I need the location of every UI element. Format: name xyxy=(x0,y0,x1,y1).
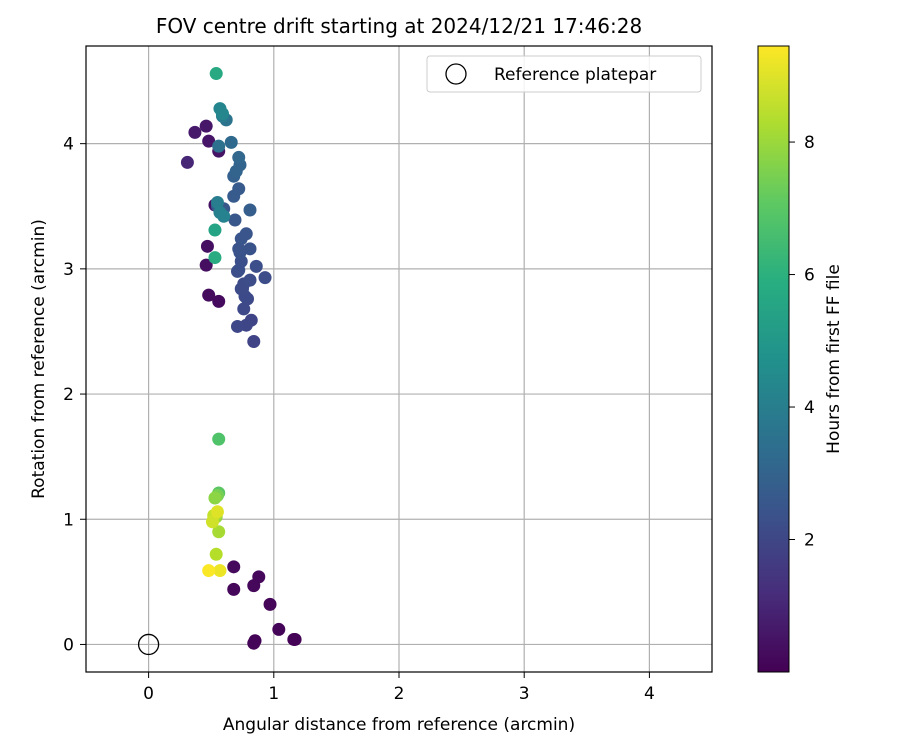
scatter-point xyxy=(212,525,226,539)
scatter-point xyxy=(212,294,226,308)
scatter-point xyxy=(210,196,224,209)
scatter-point xyxy=(212,139,226,153)
scatter-point xyxy=(210,505,224,519)
y-tick-label: 1 xyxy=(63,510,74,530)
scatter-point xyxy=(239,227,253,241)
scatter-point xyxy=(247,636,261,650)
scatter-point xyxy=(202,134,216,148)
grid xyxy=(86,46,712,672)
legend: Reference platepar xyxy=(426,55,702,93)
colorbar-tick-label: 2 xyxy=(804,531,815,551)
y-tick-label: 2 xyxy=(63,385,74,405)
scatter-point xyxy=(232,182,246,196)
reference-platepar-marker xyxy=(137,633,160,656)
scatter-point xyxy=(258,271,272,285)
scatter-point xyxy=(200,239,214,253)
scatter-point xyxy=(217,209,231,223)
scatter-point xyxy=(247,334,261,348)
colorbar-ticks: 2 4 6 8 xyxy=(789,133,815,551)
scatter-point xyxy=(199,258,213,272)
scatter-point xyxy=(287,632,301,646)
scatter-point xyxy=(237,302,251,316)
chart-title: FOV centre drift starting at 2024/12/21 … xyxy=(156,14,642,38)
scatter-point xyxy=(272,622,286,636)
scatter-point xyxy=(209,547,223,561)
colorbar-label: Hours from first FF file xyxy=(824,264,844,454)
legend-label-reference: Reference platepar xyxy=(494,65,656,85)
scatter-point xyxy=(227,560,241,574)
colorbar-tick-label: 6 xyxy=(804,266,815,286)
colorbar: 2 4 6 8 Hours from first FF file xyxy=(757,45,844,673)
scatter-point xyxy=(227,582,241,596)
scatter-point xyxy=(180,155,194,169)
scatter-point xyxy=(209,67,223,81)
colorbar-gradient xyxy=(757,45,790,673)
scatter-point xyxy=(249,259,263,273)
scatter-point xyxy=(230,319,244,333)
scatter-point xyxy=(228,213,242,227)
scatter-point xyxy=(208,223,222,237)
x-axis-label: Angular distance from reference (arcmin) xyxy=(223,715,575,735)
x-tick-label: 3 xyxy=(519,684,530,704)
scatter-point xyxy=(243,203,257,217)
scatter-point xyxy=(202,288,216,302)
scatter-point xyxy=(243,273,257,287)
scatter-point xyxy=(215,107,229,121)
y-axis-label: Rotation from reference (arcmin) xyxy=(29,219,49,499)
colorbar-tick-label: 4 xyxy=(804,398,815,418)
scatter-point xyxy=(213,564,227,578)
legend-box xyxy=(426,55,702,93)
scatter-point xyxy=(208,251,222,265)
scatter-point xyxy=(243,242,257,256)
scatter-point xyxy=(224,135,238,149)
x-tick-label: 2 xyxy=(394,684,405,704)
scatter-point xyxy=(212,432,226,446)
y-tick-label: 3 xyxy=(63,260,74,280)
scatter-point xyxy=(188,125,202,139)
scatter-point xyxy=(232,150,246,164)
y-tick-label: 0 xyxy=(63,635,74,655)
x-tick-label: 1 xyxy=(268,684,279,704)
x-tick-label: 4 xyxy=(644,684,655,704)
x-tick-label: 0 xyxy=(143,684,154,704)
colorbar-tick-label: 8 xyxy=(804,133,815,153)
y-tick-label: 4 xyxy=(63,135,74,155)
scatter-point xyxy=(208,491,222,505)
scatter-point xyxy=(252,570,266,584)
scatter-point xyxy=(263,597,277,611)
scatter-point xyxy=(205,515,219,529)
scatter-point xyxy=(199,119,213,133)
scatter-point xyxy=(232,242,246,256)
scatter-point xyxy=(202,564,216,578)
axis-ticks: 0 1 2 3 4 0 1 2 3 4 xyxy=(63,135,655,704)
data-points xyxy=(137,67,302,656)
legend-marker-reference xyxy=(445,63,467,85)
plot-area-frame xyxy=(85,45,713,673)
